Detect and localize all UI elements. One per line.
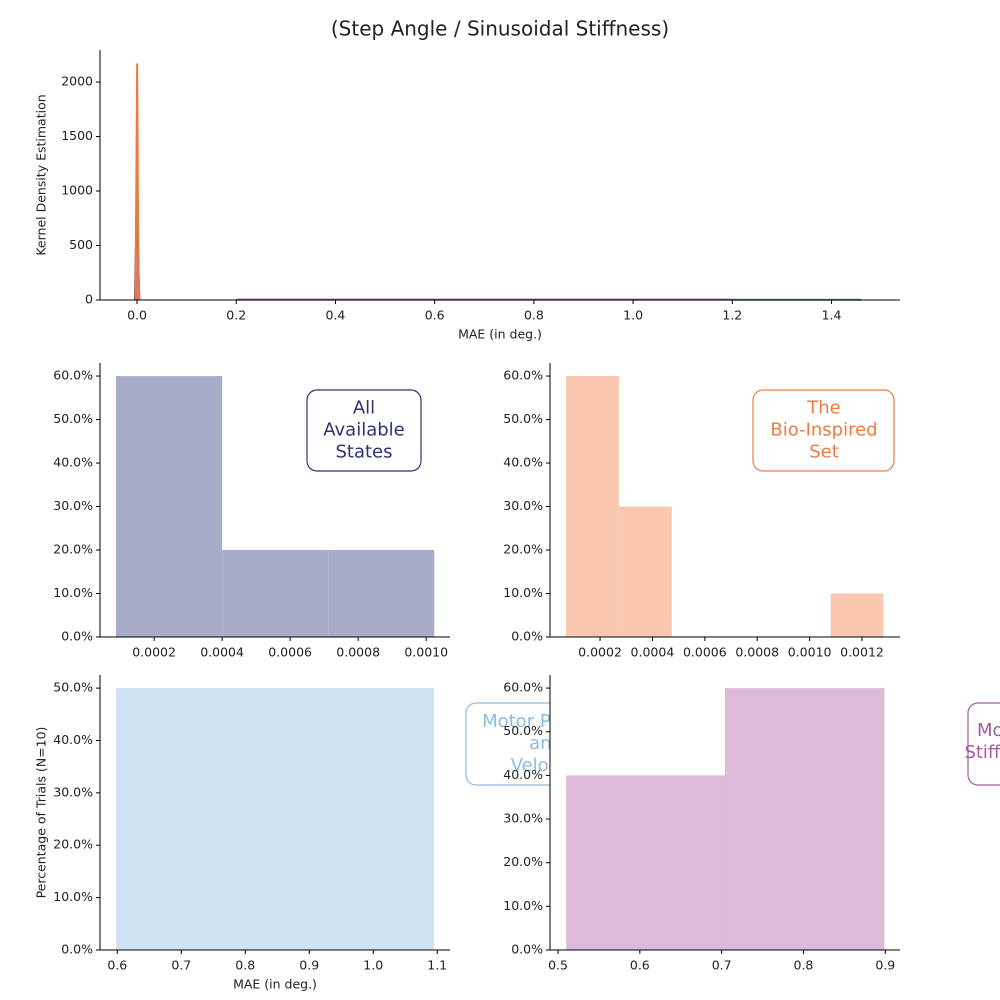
histogram-bar: [618, 506, 672, 637]
y-tick-label: 60.0%: [503, 680, 543, 695]
y-tick-label: 30.0%: [503, 811, 543, 826]
y-tick-label: 0.0%: [511, 629, 543, 644]
y-tick-label: 10.0%: [503, 585, 543, 600]
y-tick-label: 20.0%: [503, 542, 543, 557]
y-tick-label: 50.0%: [503, 723, 543, 738]
histogram-bar: [222, 550, 329, 637]
x-tick-label: 0.0004: [200, 645, 244, 660]
y-tick-label: 60.0%: [503, 368, 543, 383]
annotation-box: [306, 389, 422, 472]
y-tick-label: 50.0%: [503, 411, 543, 426]
histogram-bar: [115, 688, 435, 950]
x-tick-label: 0.2: [226, 308, 246, 323]
axes-background: [100, 50, 900, 300]
x-tick-label: 1.4: [822, 308, 842, 323]
x-tick-label: 0.6: [107, 958, 127, 973]
x-tick-label: 0.0010: [788, 645, 832, 660]
x-tick-label: 0.8: [794, 958, 814, 973]
histogram-bar: [115, 376, 223, 637]
histogram-bar: [565, 376, 619, 637]
x-tick-label: 0.0006: [683, 645, 727, 660]
y-tick-label: 20.0%: [53, 542, 93, 557]
histogram-bar: [724, 688, 885, 950]
x-tick-label: 0.0006: [268, 645, 312, 660]
y-tick-label: 10.0%: [503, 898, 543, 913]
y-tick-label: 1500: [61, 128, 93, 143]
x-tick-label: 0.8: [235, 958, 255, 973]
annotation-box: [752, 389, 895, 472]
x-tick-label: 0.9: [875, 958, 895, 973]
annotation-box: [967, 702, 1000, 786]
x-tick-label: 0.7: [171, 958, 191, 973]
annotation-text: Bio-Inspired: [770, 420, 877, 441]
y-tick-label: 30.0%: [53, 784, 93, 799]
y-tick-label: 40.0%: [503, 767, 543, 782]
x-tick-label: 0.0008: [735, 645, 779, 660]
figure-title: (Step Angle / Sinusoidal Stiffness): [331, 17, 669, 41]
x-tick-label: 0.6: [630, 958, 650, 973]
y-axis-label: Percentage of Trials (N=10): [34, 727, 49, 899]
kde-line: [134, 63, 140, 301]
annotation-text: Set: [809, 442, 839, 463]
x-tick-label: 0.6: [425, 308, 445, 323]
y-tick-label: 0.0%: [61, 942, 93, 957]
x-tick-label: 1.2: [722, 308, 742, 323]
annotation-text: Stiffness: [964, 742, 1000, 763]
histogram-bar: [566, 775, 725, 950]
kde-line: [135, 258, 141, 301]
annotation-text: All: [353, 398, 375, 419]
y-tick-label: 0.0%: [61, 629, 93, 644]
y-tick-label: 60.0%: [53, 368, 93, 383]
x-tick-label: 0.0002: [578, 645, 622, 660]
annotation-text: The: [806, 398, 840, 419]
x-tick-label: 0.0: [127, 308, 147, 323]
y-tick-label: 0.0%: [511, 942, 543, 957]
annotation-text: Available: [323, 420, 404, 441]
y-tick-label: 500: [69, 237, 93, 252]
y-tick-label: 30.0%: [53, 498, 93, 513]
x-axis-label: MAE (in deg.): [233, 977, 317, 992]
y-tick-label: 40.0%: [53, 732, 93, 747]
y-tick-label: 0: [85, 292, 93, 307]
y-tick-label: 20.0%: [503, 854, 543, 869]
annotation-text: States: [335, 442, 392, 463]
x-tick-label: 0.9: [299, 958, 319, 973]
x-tick-label: 0.8: [524, 308, 544, 323]
x-tick-label: 1.0: [623, 308, 643, 323]
x-tick-label: 1.1: [427, 958, 447, 973]
x-tick-label: 0.0008: [336, 645, 380, 660]
x-tick-label: 1.0: [363, 958, 383, 973]
y-tick-label: 30.0%: [503, 498, 543, 513]
x-tick-label: 0.0002: [132, 645, 176, 660]
y-tick-label: 10.0%: [53, 889, 93, 904]
y-tick-label: 10.0%: [53, 585, 93, 600]
y-tick-label: 1000: [61, 183, 93, 198]
x-tick-label: 0.0012: [840, 645, 884, 660]
y-axis-label: Kernel Density Estimation: [34, 94, 49, 255]
x-tick-label: 0.7: [712, 958, 732, 973]
y-tick-label: 40.0%: [503, 455, 543, 470]
y-tick-label: 50.0%: [53, 411, 93, 426]
y-tick-label: 2000: [61, 74, 93, 89]
histogram-bar: [328, 550, 435, 637]
y-tick-label: 40.0%: [53, 455, 93, 470]
x-axis-label: MAE (in deg.): [458, 327, 542, 342]
x-tick-label: 0.5: [548, 958, 568, 973]
x-tick-label: 0.0004: [631, 645, 675, 660]
y-tick-label: 20.0%: [53, 837, 93, 852]
y-tick-label: 50.0%: [53, 680, 93, 695]
annotation-text: Motor: [977, 720, 1000, 741]
x-tick-label: 0.0010: [404, 645, 448, 660]
histogram-bar: [830, 593, 884, 637]
x-tick-label: 0.4: [326, 308, 346, 323]
